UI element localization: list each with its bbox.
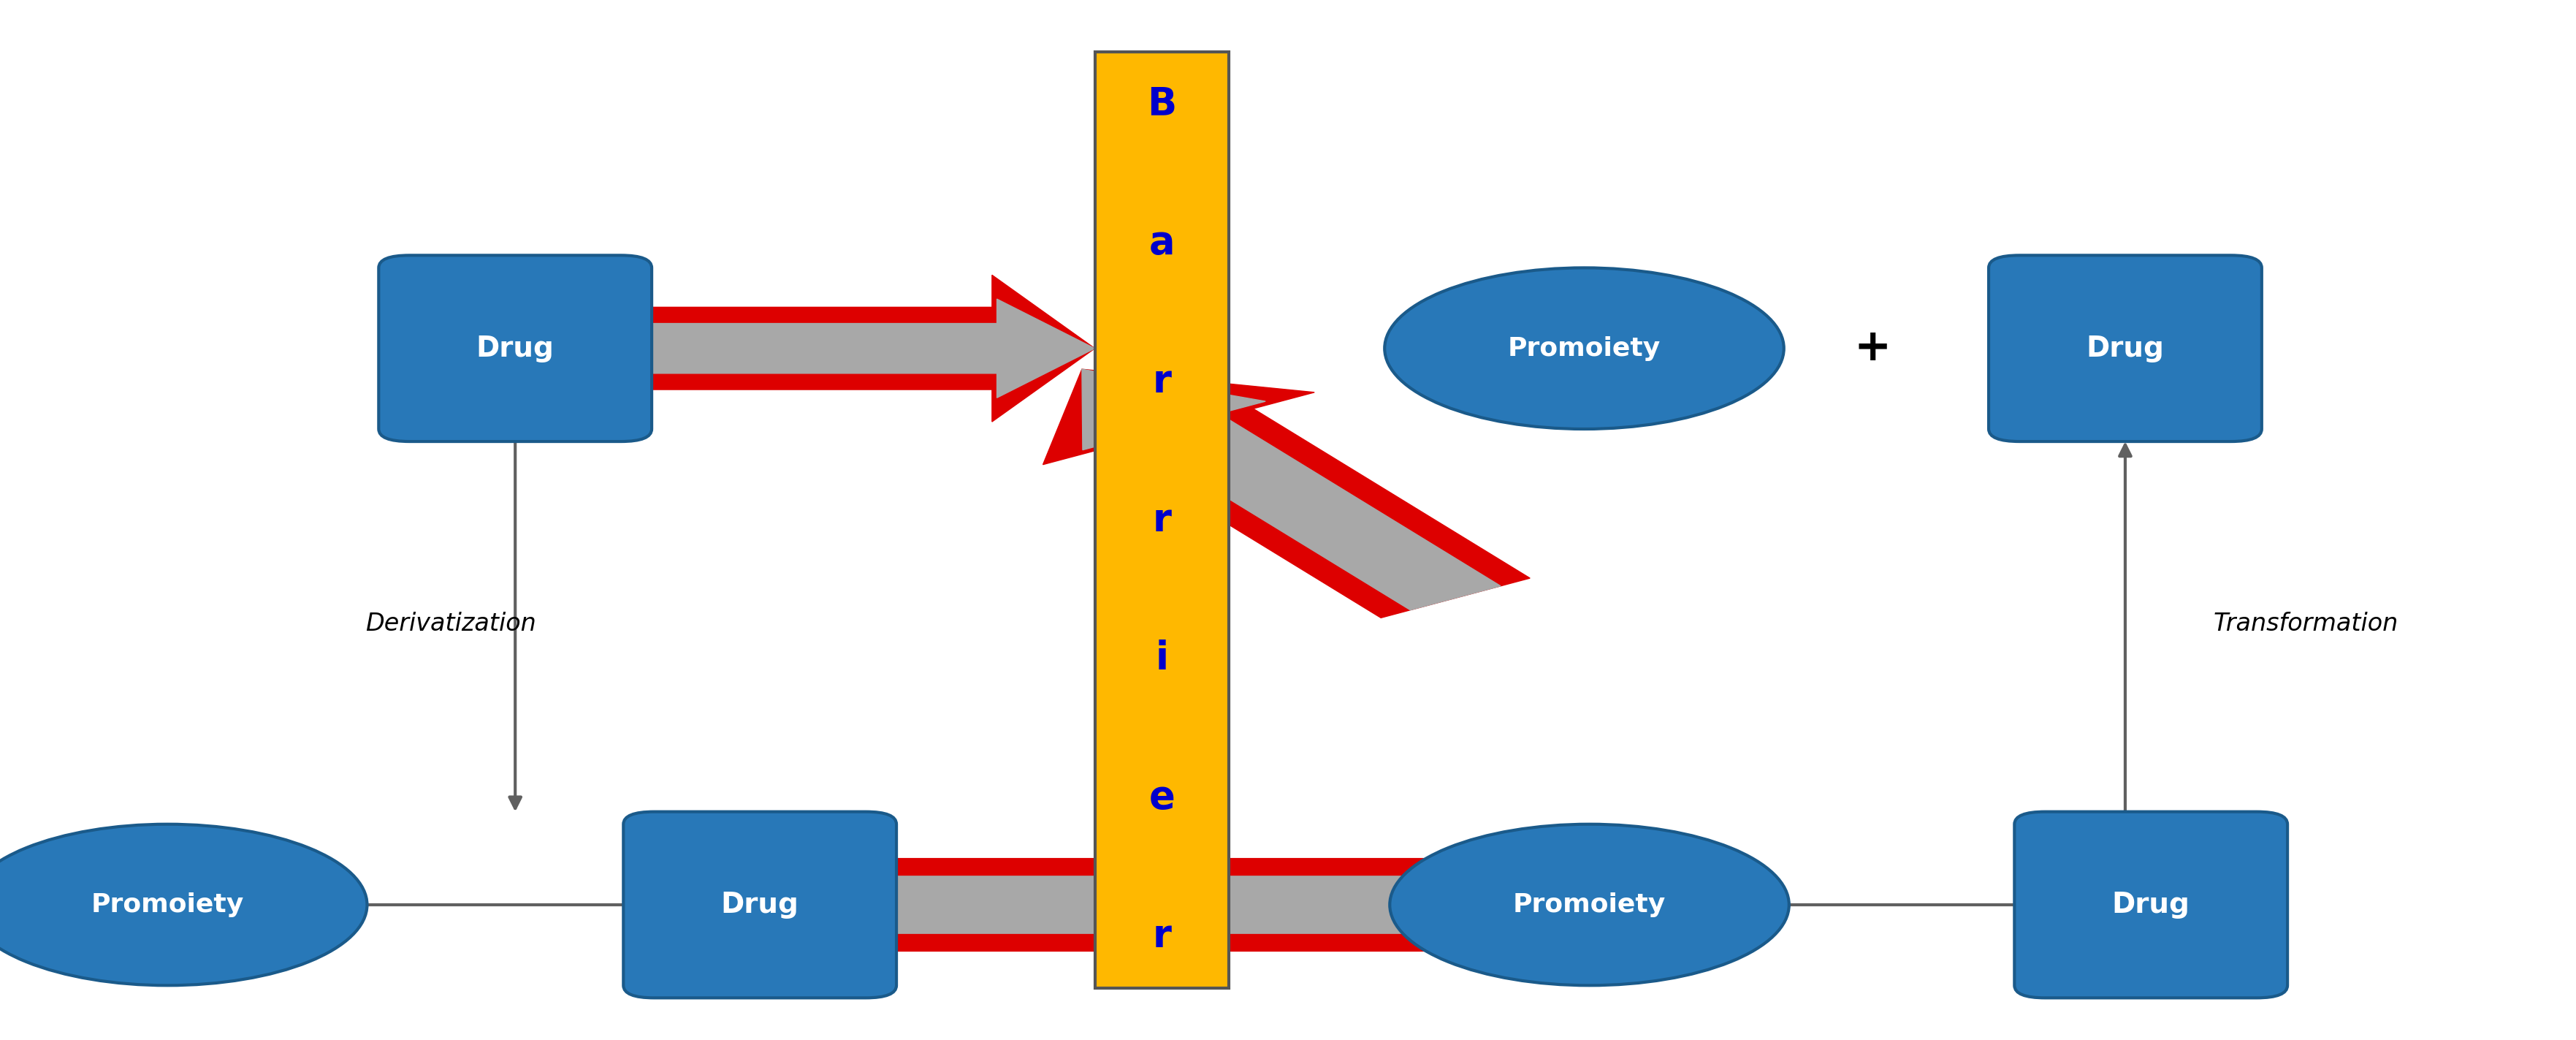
FancyBboxPatch shape — [623, 811, 896, 998]
FancyBboxPatch shape — [2014, 811, 2287, 998]
Text: Drug: Drug — [477, 335, 554, 362]
Text: Derivatization: Derivatization — [366, 612, 536, 636]
Text: Promoiety: Promoiety — [1507, 336, 1662, 361]
Text: B: B — [1146, 85, 1177, 123]
Text: i: i — [1154, 640, 1170, 678]
FancyBboxPatch shape — [1989, 256, 2262, 441]
Text: Promoiety: Promoiety — [1512, 892, 1667, 917]
Text: r: r — [1151, 362, 1172, 400]
Ellipse shape — [0, 824, 368, 986]
Text: Drug: Drug — [2087, 335, 2164, 362]
FancyArrow shape — [634, 275, 1095, 422]
Text: +: + — [1855, 327, 1891, 370]
Text: Promoiety: Promoiety — [90, 892, 245, 917]
Text: r: r — [1151, 501, 1172, 539]
FancyArrow shape — [634, 300, 1095, 397]
FancyArrow shape — [1082, 369, 1502, 610]
FancyArrow shape — [878, 851, 1667, 959]
Text: a: a — [1149, 224, 1175, 262]
FancyArrow shape — [878, 825, 1667, 985]
Text: Drug: Drug — [2112, 891, 2190, 918]
Text: r: r — [1151, 917, 1172, 955]
Ellipse shape — [1391, 824, 1788, 986]
FancyBboxPatch shape — [379, 256, 652, 441]
Ellipse shape — [1386, 267, 1783, 428]
FancyArrow shape — [1043, 369, 1530, 618]
Text: e: e — [1149, 778, 1175, 816]
Bar — [1095, 52, 1229, 988]
Text: Drug: Drug — [721, 891, 799, 918]
Text: Transformation: Transformation — [2213, 612, 2398, 636]
